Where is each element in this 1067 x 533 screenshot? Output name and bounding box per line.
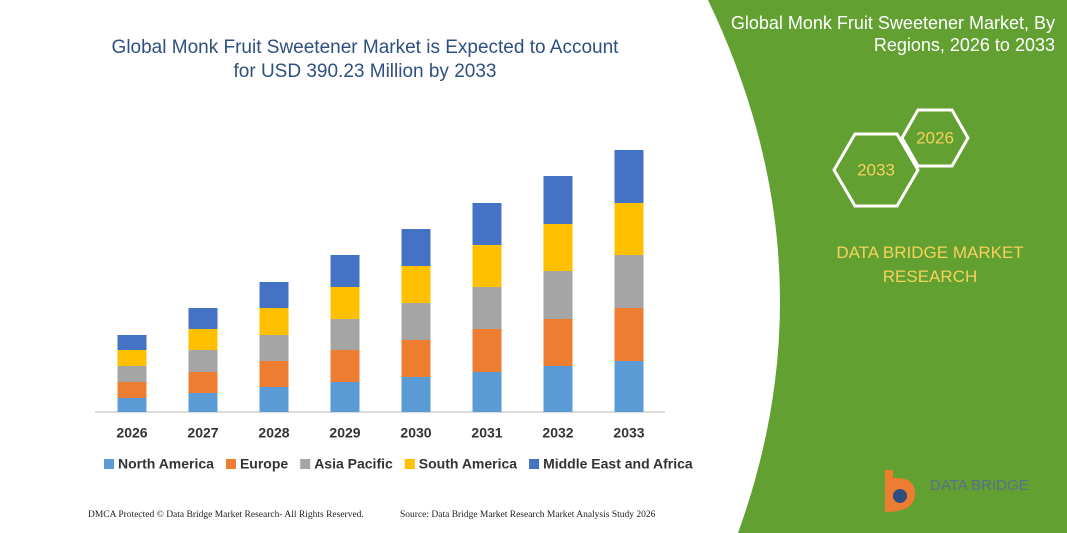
x-tick-label: 2027: [187, 425, 218, 441]
hex-label: 2026: [916, 128, 954, 147]
bar-segment: [188, 308, 218, 329]
bar-segment: [472, 245, 502, 287]
bar-segment: [614, 203, 644, 255]
bar-segment: [188, 329, 218, 350]
hex-label: 2033: [857, 160, 895, 179]
bar-segment: [472, 203, 502, 245]
legend-swatch: [529, 459, 540, 469]
bar-segment: [259, 335, 289, 361]
bar-segment: [117, 398, 147, 412]
legend-label: Europe: [240, 456, 288, 472]
bar-segment: [330, 382, 360, 412]
legend-swatch: [225, 459, 236, 469]
bar-segment: [259, 308, 289, 335]
bar-segment: [188, 350, 218, 372]
bar-segment: [472, 372, 502, 412]
bar-segment: [543, 366, 573, 412]
bar-segment: [330, 350, 360, 382]
legend-label: South America: [419, 456, 517, 472]
bar-segment: [472, 329, 502, 372]
bar-segment: [614, 255, 644, 308]
bar-segment: [543, 176, 573, 224]
x-tick-label: 2028: [258, 425, 289, 441]
panel-title: Global Monk Fruit Sweetener Market, By R…: [730, 13, 1055, 55]
bar-segment: [543, 319, 573, 366]
chart-title: Global Monk Fruit Sweetener Market is Ex…: [111, 37, 619, 82]
bar-segment: [401, 377, 431, 412]
bar-segment: [401, 229, 431, 266]
bar-segment: [543, 224, 573, 271]
x-tick-label: 2026: [116, 425, 147, 441]
x-tick-label: 2029: [329, 425, 360, 441]
bar-segment: [401, 266, 431, 303]
brand-text: DATA BRIDGE MARKET RESEARCH: [836, 243, 1024, 286]
bar-segment: [117, 335, 147, 350]
bar-segment: [614, 150, 644, 203]
bar-segment: [472, 287, 502, 329]
bar-segment: [117, 382, 147, 398]
bar-segment: [330, 319, 360, 350]
bar-segment: [259, 387, 289, 412]
x-tick-label: 2032: [542, 425, 573, 441]
legend-label: Asia Pacific: [314, 456, 393, 472]
bar-segment: [401, 303, 431, 340]
legend-label: Middle East and Africa: [543, 456, 693, 472]
logo-text: DATA BRIDGE: [930, 477, 1029, 494]
bar-segment: [330, 287, 360, 319]
legend-swatch: [404, 459, 415, 469]
bar-segment: [259, 361, 289, 387]
legend-swatch: [104, 459, 114, 469]
bar-segment: [401, 340, 431, 377]
x-tick-label: 2031: [471, 425, 502, 441]
bar-segment: [614, 308, 644, 361]
x-tick-label: 2033: [613, 425, 644, 441]
x-tick-label: 2030: [400, 425, 431, 441]
bar-segment: [259, 282, 289, 308]
logo-icon: [893, 489, 907, 503]
bar-segment: [614, 361, 644, 412]
hexagon: [832, 132, 920, 208]
bar-segment: [330, 255, 360, 287]
footer-right: Source: Data Bridge Market Research Mark…: [400, 510, 656, 520]
legend-label: North America: [118, 456, 214, 472]
footer-left: DMCA Protected © Data Bridge Market Rese…: [88, 509, 364, 520]
legend-swatch: [300, 459, 311, 469]
hexagon: [900, 108, 970, 168]
bar-segment: [117, 366, 147, 382]
bar-segment: [117, 350, 147, 366]
green-panel: [708, 0, 1067, 533]
bar-segment: [188, 393, 218, 412]
bar-segment: [543, 271, 573, 319]
bar-segment: [188, 372, 218, 393]
